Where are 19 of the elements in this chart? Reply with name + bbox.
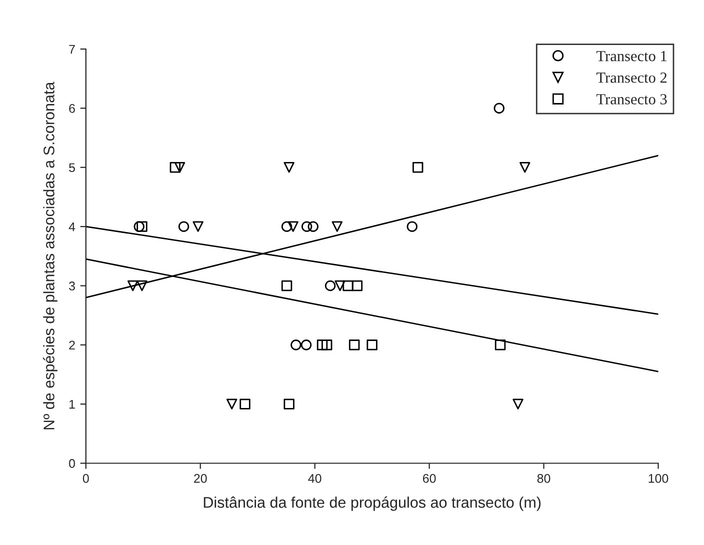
legend-label: Transecto 1	[596, 50, 666, 62]
x-tick-label: 0	[82, 474, 89, 483]
x-tick-label: 60	[422, 474, 436, 483]
legend-label: Transecto 2	[596, 72, 667, 83]
y-axis-title: Nº de espécies de plantas associadas a S.coronata	[42, 82, 58, 430]
y-tick-label: 6	[69, 104, 75, 113]
y-tick-label: 7	[69, 44, 75, 54]
legend-label: Transecto 3	[596, 94, 667, 104]
y-tick-label: 0	[69, 459, 75, 468]
x-tick-label: 100	[648, 474, 668, 483]
x-tick-label: 40	[308, 474, 322, 483]
x-axis-title: Distância da fonte de propágulos ao transecto (m)	[204, 496, 541, 511]
y-tick-label: 4	[68, 222, 76, 232]
y-tick-label: 1	[69, 400, 75, 409]
x-tick-label: 20	[194, 474, 207, 483]
y-tick-label: 3	[68, 282, 75, 290]
y-tick-label: 2	[69, 340, 75, 350]
y-tick-label: 5	[69, 163, 75, 172]
x-tick-label: 80	[537, 474, 550, 483]
